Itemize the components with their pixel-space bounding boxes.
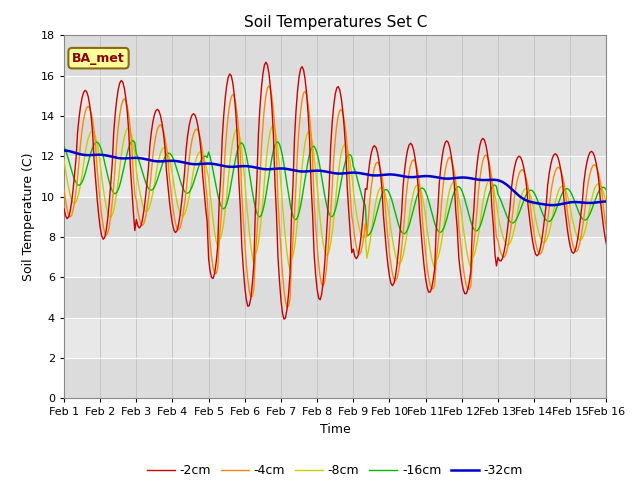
-16cm (372, 213, 380, 219)
-16cm (603, 187, 611, 193)
Bar (64, 277, 607, 318)
Bar (64, 358, 607, 398)
-4cm (161, 135, 169, 141)
-4cm (283, 304, 291, 310)
-4cm (402, 194, 410, 200)
-4cm (372, 161, 380, 167)
Legend: -2cm, -4cm, -8cm, -16cm, -32cm: -2cm, -4cm, -8cm, -16cm, -32cm (142, 459, 528, 480)
Bar (64, 116, 607, 156)
-4cm (540, 245, 547, 251)
-8cm (540, 240, 547, 245)
-4cm (76, 158, 83, 164)
-16cm (390, 205, 398, 211)
-16cm (129, 138, 137, 144)
-2cm (603, 241, 611, 247)
-8cm (390, 245, 398, 251)
-16cm (540, 212, 547, 218)
-16cm (402, 229, 410, 235)
-8cm (372, 199, 380, 204)
-2cm (280, 316, 288, 322)
Y-axis label: Soil Temperature (C): Soil Temperature (C) (22, 153, 35, 281)
Line: -16cm: -16cm (64, 141, 607, 235)
Bar (64, 156, 607, 197)
-32cm (369, 172, 377, 178)
-32cm (603, 199, 611, 204)
Title: Soil Temperatures Set C: Soil Temperatures Set C (244, 15, 427, 30)
Line: -8cm: -8cm (64, 126, 607, 270)
Bar (64, 76, 607, 116)
X-axis label: Time: Time (320, 423, 351, 436)
-2cm (60, 206, 68, 212)
-16cm (60, 144, 68, 149)
-2cm (262, 59, 269, 65)
Bar (64, 318, 607, 358)
-8cm (603, 203, 611, 208)
-2cm (402, 156, 410, 162)
-2cm (372, 144, 380, 150)
Bar (64, 36, 607, 76)
Line: -2cm: -2cm (64, 62, 607, 319)
-16cm (76, 182, 83, 188)
-32cm (387, 171, 395, 177)
Text: BA_met: BA_met (72, 52, 125, 65)
-8cm (60, 157, 68, 163)
-8cm (269, 123, 277, 129)
-32cm (399, 173, 407, 179)
-2cm (540, 228, 547, 233)
Bar (64, 197, 607, 237)
-2cm (76, 115, 83, 120)
-16cm (163, 152, 170, 157)
-4cm (390, 276, 398, 282)
-8cm (402, 237, 410, 243)
-4cm (603, 226, 611, 232)
-2cm (390, 280, 398, 286)
Line: -32cm: -32cm (64, 150, 607, 205)
-32cm (76, 151, 83, 157)
Line: -4cm: -4cm (64, 86, 607, 307)
-32cm (60, 147, 68, 153)
-8cm (76, 189, 83, 195)
Bar (64, 237, 607, 277)
-32cm (161, 158, 169, 164)
-4cm (60, 186, 68, 192)
-32cm (536, 201, 544, 206)
-16cm (365, 232, 372, 238)
-4cm (265, 83, 273, 89)
-32cm (548, 202, 556, 208)
-8cm (286, 267, 294, 273)
-2cm (161, 144, 169, 150)
-8cm (161, 145, 169, 151)
